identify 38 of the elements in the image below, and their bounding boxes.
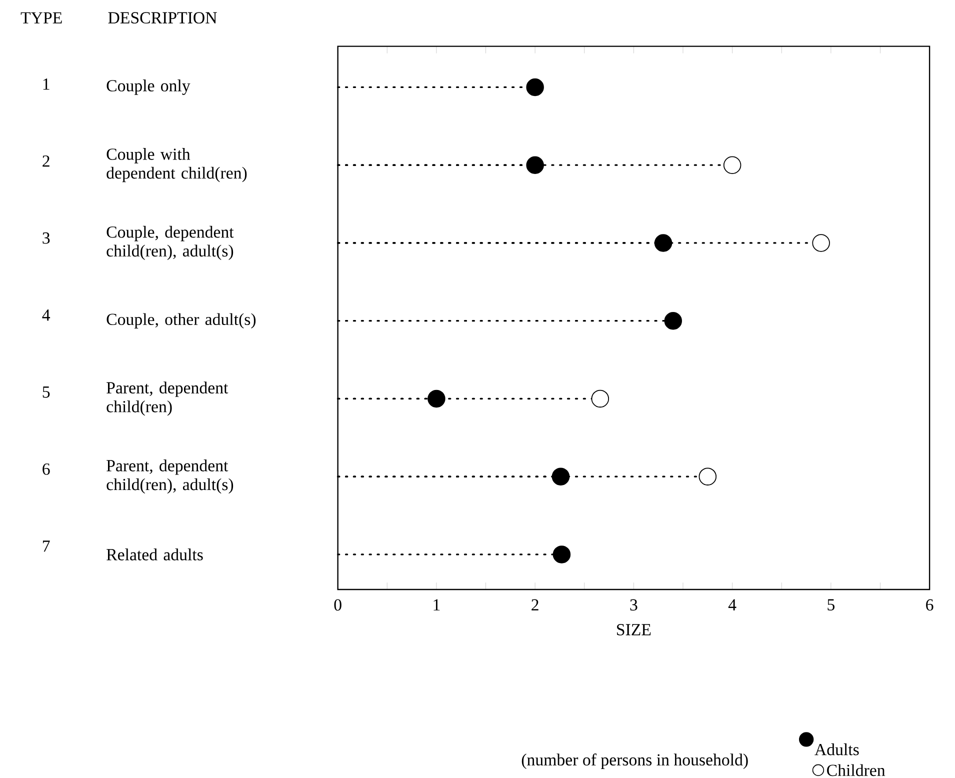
text: 2 [42, 155, 50, 167]
text: TYPE [20, 12, 62, 24]
x-axis-title: SIZE [617, 624, 651, 636]
x-tick-label: 1 [434, 599, 440, 610]
x-tick-label: 6 [926, 599, 934, 611]
point [552, 546, 571, 564]
text: 6 [42, 463, 50, 475]
y-tick-label: Couple, dependent child(ren), adult(s) [106, 226, 234, 260]
text: 5 [42, 386, 50, 398]
x-tick-label: 3 [630, 599, 638, 611]
y-tick-label: Related adults [106, 548, 203, 560]
x-tick-label: 0 [334, 599, 342, 611]
text: DESCRIPTION [108, 12, 217, 24]
point [591, 390, 610, 408]
x-tick-label: 4 [728, 599, 736, 610]
text: 4 [42, 310, 50, 321]
point [552, 468, 570, 486]
point [526, 78, 544, 96]
text: (number of persons in household) [522, 753, 748, 769]
legend-label: Children [827, 764, 886, 776]
y-tick-label: Parent, dependent child(ren), adult(s) [106, 459, 234, 494]
point [723, 156, 742, 174]
y-tick-label: Couple, other adult(s) [106, 313, 256, 328]
y-tick-label: Parent, dependent child(ren) [106, 382, 228, 416]
y-tick-label: Couple with dependent child(ren) [106, 148, 247, 182]
point [698, 468, 717, 486]
legend-label: Adults [814, 743, 859, 756]
point [654, 234, 672, 252]
point [664, 312, 682, 330]
x-tick-label: 2 [532, 599, 538, 610]
point [526, 156, 544, 174]
point [812, 234, 830, 252]
text: 3 [42, 232, 50, 244]
x-tick-label: 5 [828, 599, 834, 610]
point [428, 390, 446, 408]
text: 1 [43, 78, 50, 90]
y-tick-label: Couple only [106, 80, 190, 95]
text: 7 [42, 540, 50, 552]
